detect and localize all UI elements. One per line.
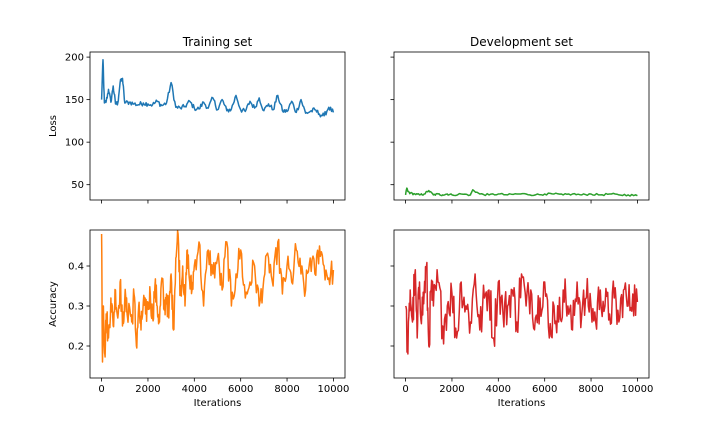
training-loss-panel: 50 100 150 200 Training set Loss — [48, 35, 346, 204]
train-acc-series-line — [100, 229, 335, 363]
train-acc-ytick-label: 0.3 — [68, 302, 84, 313]
dev-acc-axes-frame — [393, 229, 650, 379]
train-acc-ytick-label: 0.4 — [68, 262, 84, 273]
development-loss-panel: Development set — [390, 35, 650, 204]
dev-acc-xlabel: Iterations — [498, 398, 546, 409]
dev-loss-axes-frame — [393, 51, 650, 201]
development-accuracy-panel: 0 2000 4000 6000 8000 10000 Iterations — [390, 229, 654, 409]
train-loss-ytick-label: 50 — [71, 180, 84, 191]
dev-loss-title: Development set — [470, 35, 573, 49]
train-loss-ylabel: Loss — [48, 115, 59, 137]
train-acc-axes-frame — [89, 229, 346, 379]
train-loss-ytick-label: 150 — [65, 95, 84, 106]
dev-acc-xtick-label: 6000 — [532, 384, 557, 395]
train-acc-xtick-label: 6000 — [228, 384, 253, 395]
dev-acc-xtick-label: 2000 — [439, 384, 464, 395]
train-loss-title: Training set — [182, 35, 253, 49]
train-acc-xtick-label: 0 — [98, 384, 104, 395]
dev-acc-xtick-label: 4000 — [486, 384, 511, 395]
train-acc-ylabel: Accuracy — [48, 281, 59, 327]
training-accuracy-panel: 0 2000 4000 6000 8000 10000 0.2 0.3 0.4 Iteration… — [48, 229, 350, 409]
train-loss-axes-frame — [89, 51, 346, 201]
train-acc-xlabel: Iterations — [194, 398, 242, 409]
dev-acc-series-line — [404, 261, 639, 355]
dev-loss-series-line — [404, 187, 638, 197]
train-loss-ytick-label: 200 — [65, 53, 84, 64]
dev-acc-xtick-label: 0 — [402, 384, 408, 395]
train-acc-xtick-label: 10000 — [318, 384, 350, 395]
train-acc-xtick-label: 8000 — [274, 384, 299, 395]
dev-acc-xtick-label: 8000 — [578, 384, 603, 395]
train-loss-ytick-label: 100 — [65, 138, 84, 149]
dev-acc-xtick-label: 10000 — [622, 384, 654, 395]
train-acc-xtick-label: 2000 — [135, 384, 160, 395]
train-acc-ytick-label: 0.2 — [68, 342, 84, 353]
train-loss-series-line — [100, 58, 335, 118]
train-acc-xtick-label: 4000 — [182, 384, 207, 395]
